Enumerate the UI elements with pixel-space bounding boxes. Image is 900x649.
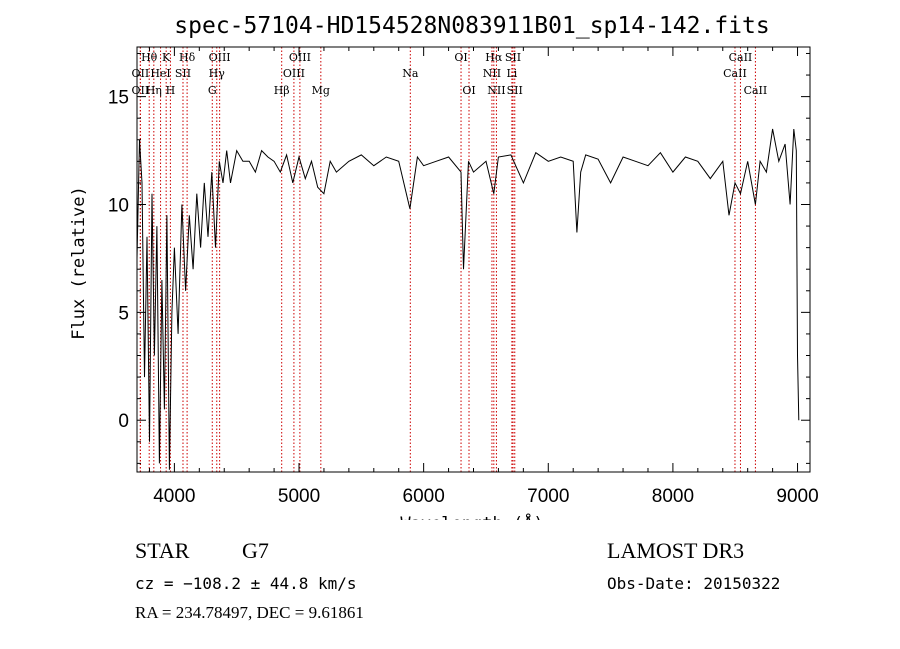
x-axis-label: Wavelength (Å)	[400, 512, 543, 520]
y-axis-ticks: 0 5 10 15	[108, 52, 810, 464]
spectrum-series	[136, 128, 800, 470]
y-tick-label: 5	[118, 303, 129, 324]
emission-line-markers	[139, 47, 756, 472]
marker-label: Mg	[312, 84, 330, 97]
marker-label: OIII	[283, 67, 305, 80]
marker-label: OIII	[209, 51, 231, 64]
marker-label: Hβ	[274, 84, 290, 97]
emission-line-labels: Hθ OII OII K HeI Hη Hδ SII H OIII Hγ G OIII OIII Hβ Mg N…	[132, 51, 768, 97]
y-tick-label: 10	[108, 195, 129, 216]
marker-label: Hδ	[179, 51, 196, 64]
marker-label: NII	[483, 67, 501, 80]
marker-label: CaII	[723, 67, 747, 80]
object-subclass: G7	[242, 538, 269, 563]
marker-label: Hγ	[209, 67, 226, 80]
marker-label: G	[208, 84, 217, 97]
marker-label: Hα	[485, 51, 503, 64]
y-axis-label: Flux (relative)	[69, 186, 89, 340]
object-class: STAR	[135, 538, 190, 563]
x-tick-label: 5000	[278, 486, 320, 507]
marker-label: OI	[454, 51, 467, 64]
spectrum-line	[136, 128, 800, 470]
marker-label: OII	[132, 67, 150, 80]
marker-label: NII	[487, 84, 505, 97]
redshift-cz: cz = −108.2 ± 44.8 km/s	[135, 574, 357, 593]
marker-label: Na	[402, 67, 419, 80]
marker-label: HeI	[150, 67, 170, 80]
marker-label: Hθ	[141, 51, 158, 64]
marker-label: OIII	[289, 51, 311, 64]
marker-label: SII	[505, 51, 521, 64]
observation-date: Obs-Date: 20150322	[607, 574, 781, 593]
coordinates: RA = 234.78497, DEC = 9.61861	[135, 603, 364, 622]
marker-label: Li	[506, 67, 517, 80]
marker-label: H	[166, 84, 176, 97]
x-tick-label: 6000	[403, 486, 445, 507]
chart-title: spec-57104-HD154528N083911B01_sp14-142.f…	[174, 13, 769, 39]
marker-label: CaII	[729, 51, 753, 64]
marker-label: SII	[507, 84, 523, 97]
plot-frame	[136, 46, 811, 473]
x-axis-ticks: 4000 5000 6000 7000 8000 9000	[148, 47, 819, 507]
survey-name: LAMOST DR3	[607, 538, 745, 563]
x-tick-label: 9000	[776, 486, 818, 507]
spectrum-chart: spec-57104-HD154528N083911B01_sp14-142.f…	[69, 13, 819, 520]
marker-label: OII	[132, 84, 150, 97]
x-tick-label: 8000	[652, 486, 694, 507]
marker-label: Hη	[146, 84, 162, 97]
marker-label: SII	[175, 67, 191, 80]
x-tick-label: 7000	[527, 486, 569, 507]
y-tick-label: 0	[118, 411, 129, 432]
x-tick-label: 4000	[153, 486, 195, 507]
y-tick-label: 15	[108, 88, 129, 109]
marker-label: OI	[462, 84, 475, 97]
marker-label: K	[162, 51, 171, 64]
marker-label: CaII	[744, 84, 768, 97]
